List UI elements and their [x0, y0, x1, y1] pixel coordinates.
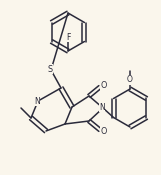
Text: N: N	[99, 103, 105, 111]
Text: O: O	[101, 127, 107, 135]
Text: O: O	[127, 75, 133, 85]
Text: O: O	[101, 82, 107, 90]
Text: S: S	[47, 65, 52, 74]
Text: N: N	[34, 96, 40, 106]
Text: F: F	[66, 33, 70, 41]
